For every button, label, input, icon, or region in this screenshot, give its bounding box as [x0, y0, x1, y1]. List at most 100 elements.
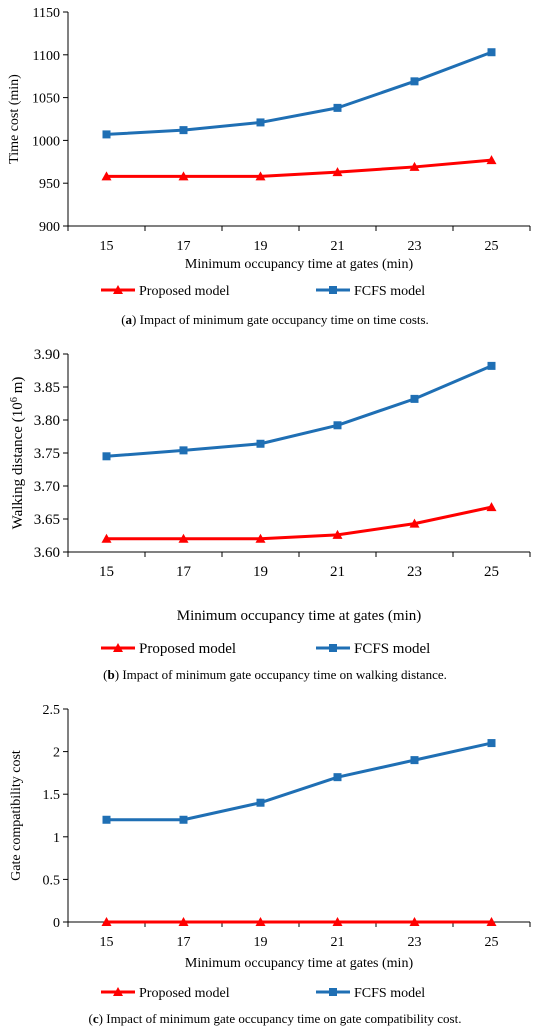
chart-caption: (c) Impact of minimum gate occupancy tim… — [88, 1011, 462, 1026]
x-axis-label: Minimum occupancy time at gates (min) — [177, 608, 422, 624]
walking-distance-chart: 3.60 3.65 3.70 3.75 3.80 3.85 3.90 15 17 19 21 23 25… — [9, 347, 531, 657]
data-point — [101, 917, 112, 926]
x-axis-label: Minimum occupancy time at gates (min) — [185, 956, 414, 971]
x-tick-label: 15 — [100, 239, 114, 254]
x-tick-label: 25 — [485, 935, 499, 950]
legend-label: Proposed model — [139, 284, 230, 299]
chart-caption: (b) Impact of minimum gate occupancy tim… — [103, 667, 447, 682]
chart-caption: (a) Impact of minimum gate occupancy tim… — [121, 312, 429, 327]
legend-marker — [329, 644, 337, 652]
data-point — [101, 533, 112, 543]
y-tick-label: 3.75 — [34, 446, 60, 462]
y-tick-label: 1100 — [33, 49, 60, 64]
legend-label: FCFS model — [354, 284, 425, 299]
y-tick-label: 1150 — [33, 6, 60, 21]
y-tick-label: 950 — [39, 177, 60, 192]
data-point — [332, 529, 343, 539]
x-axis-label: Minimum occupancy time at gates (min) — [185, 257, 414, 272]
data-point — [179, 446, 188, 455]
x-tick-label: 23 — [408, 239, 422, 254]
y-tick-label: 3.65 — [34, 512, 60, 528]
y-axis-label: Gate compatibility cost — [9, 750, 24, 881]
legend-label: Proposed model — [139, 986, 230, 1001]
x-tick-label: 25 — [484, 564, 499, 580]
y-tick-label: 900 — [39, 220, 60, 235]
x-tick-label: 17 — [176, 564, 192, 580]
caption-text: Impact of minimum gate occupancy time on… — [122, 667, 447, 682]
data-point — [256, 118, 265, 127]
chart-panel-walking-distance: 3.60 3.65 3.70 3.75 3.80 3.85 3.90 15 17 19 21 23 25… — [0, 340, 550, 690]
data-point — [178, 533, 189, 543]
data-point — [255, 171, 266, 181]
series-line — [106, 505, 492, 541]
legend-label: FCFS model — [354, 986, 425, 1001]
legend-marker — [329, 286, 337, 294]
data-point — [486, 917, 497, 926]
y-tick-label: 3.60 — [34, 545, 60, 561]
data-point — [255, 533, 266, 543]
chart-panel-time-cost: 900 950 1000 1050 1100 1150 15 17 19 21 23 25 Minimu… — [0, 0, 550, 336]
caption-text: Impact of minimum gate occupancy time on… — [106, 1011, 462, 1026]
y-tick-label: 2.5 — [43, 703, 61, 718]
data-point — [333, 103, 342, 112]
data-point — [410, 394, 419, 403]
data-point — [178, 917, 189, 926]
chart-panel-gate-compatibility: 0 0.5 1 1.5 2 2.5 15 17 19 21 23 25 Minimum occupanc… — [0, 695, 550, 1035]
x-tick-label: 25 — [485, 239, 499, 254]
y-axis-label: Time cost (min) — [7, 74, 22, 164]
legend-marker — [329, 988, 337, 996]
series-line — [106, 50, 493, 136]
data-point — [178, 171, 189, 181]
y-tick-label: 3.85 — [34, 380, 60, 396]
data-point — [333, 421, 342, 430]
y-tick-label: 2 — [53, 746, 60, 761]
data-point — [409, 917, 420, 926]
x-tick-label: 23 — [407, 564, 422, 580]
x-tick-label: 21 — [330, 564, 345, 580]
x-tick-label: 17 — [177, 935, 191, 950]
data-point — [333, 773, 342, 782]
series-line — [106, 364, 493, 458]
caption-label: a — [125, 312, 133, 327]
data-point — [487, 739, 496, 748]
data-point — [332, 917, 343, 926]
x-tick-label: 17 — [177, 239, 191, 254]
y-tick-label: 3.80 — [34, 413, 60, 429]
data-point — [255, 917, 266, 926]
x-tick-label: 21 — [331, 239, 345, 254]
data-point — [179, 815, 188, 824]
legend-label: FCFS model — [354, 641, 430, 657]
data-point — [487, 361, 496, 370]
data-point — [256, 439, 265, 448]
x-tick-label: 19 — [254, 239, 268, 254]
x-tick-label: 21 — [331, 935, 345, 950]
y-tick-label: 3.90 — [34, 347, 60, 363]
y-tick-label: 0 — [53, 916, 60, 931]
x-tick-label: 19 — [253, 564, 268, 580]
y-tick-label: 1000 — [32, 134, 60, 149]
caption-label: c — [92, 1011, 99, 1026]
legend-label: Proposed model — [139, 641, 236, 657]
series-line — [106, 741, 492, 822]
x-tick-label: 19 — [254, 935, 268, 950]
data-point — [101, 171, 112, 181]
legend-marker — [113, 285, 123, 294]
data-point — [487, 48, 496, 57]
data-point — [102, 815, 111, 824]
data-point — [179, 126, 188, 135]
y-tick-label: 0.5 — [43, 873, 61, 888]
series-line — [106, 158, 492, 178]
y-axis-label: Walking distance (106 m) — [9, 377, 27, 530]
data-point — [102, 452, 111, 461]
gate-compatibility-chart: 0 0.5 1 1.5 2 2.5 15 17 19 21 23 25 Minimum occupanc… — [9, 703, 531, 1001]
data-point — [410, 756, 419, 765]
x-tick-label: 15 — [99, 564, 114, 580]
data-point — [332, 167, 343, 177]
y-tick-label: 1 — [53, 831, 60, 846]
x-tick-label: 15 — [100, 935, 114, 950]
caption-label: b — [107, 667, 115, 682]
legend-marker — [113, 643, 123, 652]
data-point — [410, 77, 419, 86]
data-point — [409, 518, 420, 528]
data-point — [486, 155, 497, 165]
